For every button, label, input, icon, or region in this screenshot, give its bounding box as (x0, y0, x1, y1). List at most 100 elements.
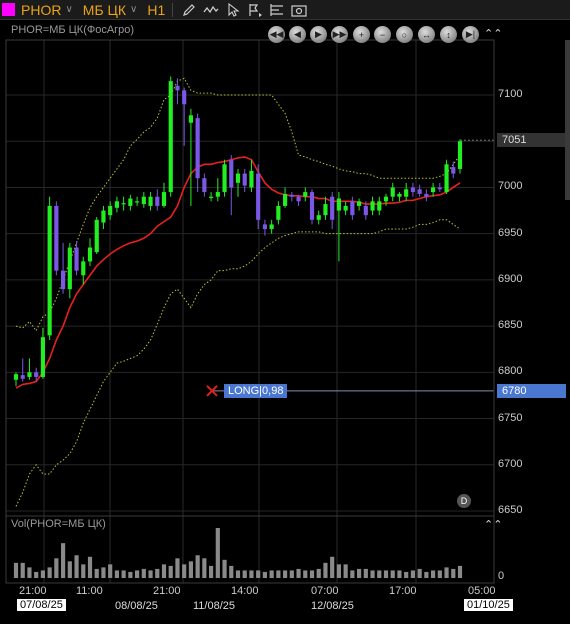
zoom-fit-icon[interactable]: ○ (396, 26, 413, 43)
candle-body (101, 210, 106, 223)
candle-body (343, 205, 348, 211)
candle-body (209, 196, 214, 198)
candle-body (269, 224, 274, 230)
compress-icon[interactable]: ↔ (418, 26, 435, 43)
timeframe-badge[interactable]: D (457, 494, 471, 508)
zoom-out-icon[interactable]: − (374, 26, 391, 43)
collapse-main-icon[interactable]: ⌃⌃ (484, 28, 503, 40)
jump-end-icon[interactable]: ▶| (462, 26, 479, 43)
volume-bar (323, 562, 328, 578)
volume-bar (390, 570, 395, 578)
candle-body (229, 159, 234, 188)
x-date-label: 08/08/25 (115, 600, 158, 612)
volume-bar (229, 565, 234, 578)
candle-body (168, 81, 173, 193)
candle-body (235, 173, 241, 183)
scroll-left-icon[interactable]: ◀ (289, 26, 306, 43)
candle-body (81, 261, 86, 276)
price-chart[interactable] (0, 19, 570, 624)
volume-bar (168, 565, 173, 578)
volume-bar (383, 570, 389, 578)
candle-body (309, 192, 315, 220)
volume-title: Vol(PHOR=МБ ЦК) (11, 518, 106, 530)
x-time-label: 14:00 (231, 585, 259, 597)
close-position-icon (206, 385, 218, 397)
candle-body (289, 194, 294, 197)
volume-bar (202, 558, 207, 578)
volume-bar (141, 568, 146, 578)
market-selector[interactable]: МБ ЦК ∨ (83, 2, 144, 18)
candle-body (20, 375, 25, 379)
camera-icon[interactable] (290, 2, 308, 18)
candle-body (135, 201, 140, 203)
arrow-flag-icon[interactable] (246, 2, 264, 18)
expand-icon[interactable]: ↕ (440, 26, 457, 43)
y-tick-label: 7100 (498, 88, 523, 100)
volume-bar (410, 570, 415, 578)
market-label: МБ ЦК (82, 1, 127, 18)
volume-bar (148, 570, 153, 578)
chart-grid (6, 40, 495, 583)
volume-bar (209, 565, 214, 578)
candle-body (397, 193, 402, 197)
candle-body (128, 198, 133, 206)
volume-panel-border (5, 515, 495, 584)
vertical-scrollbar[interactable] (565, 40, 570, 200)
symbol-color-swatch[interactable] (2, 3, 15, 16)
y-tick-label: 6800 (498, 365, 523, 378)
volume-bar (20, 562, 25, 578)
toolbar: PHOR ∨ МБ ЦК ∨ H1 (0, 0, 570, 20)
candle-body (222, 164, 227, 193)
volume-bar (54, 558, 59, 578)
candle-body (350, 201, 355, 216)
wave-icon[interactable] (202, 2, 220, 18)
candle-body (383, 196, 389, 202)
candle-body (61, 270, 66, 290)
scroll-right-icon[interactable]: ▶ (310, 26, 327, 43)
candle-body (13, 374, 19, 380)
candle-body (437, 187, 442, 190)
volume-bar (303, 570, 308, 578)
pencil-icon[interactable] (180, 2, 198, 18)
candle-body (256, 173, 261, 220)
scroll-end-icon[interactable]: ▶▶ (331, 26, 348, 43)
zoom-in-icon[interactable]: + (353, 26, 370, 43)
volume-bar (74, 555, 79, 578)
volume-bar (94, 568, 99, 578)
candle-body (34, 372, 39, 377)
y-tick-label: 6700 (498, 457, 523, 470)
candle-body (404, 189, 409, 197)
volume-bar (13, 562, 19, 578)
timeframe-selector[interactable]: H1 (147, 2, 165, 18)
volume-bar (283, 570, 288, 578)
x-time-label: 05:00 (468, 585, 496, 597)
levels-icon[interactable] (268, 2, 286, 18)
candle-body (377, 201, 382, 211)
candle-body (27, 372, 32, 377)
volume-bar (457, 565, 463, 578)
x-date-label-start: 07/08/25 (17, 599, 66, 611)
chart-frame (5, 39, 495, 584)
candle-body (242, 173, 247, 186)
cursor-icon[interactable] (224, 2, 242, 18)
symbol-selector[interactable]: PHOR ∨ (21, 2, 79, 18)
volume-bar (108, 564, 113, 578)
volume-bar (27, 567, 32, 578)
candle-body (390, 187, 395, 197)
x-time-label: 17:00 (389, 585, 417, 597)
volume-bar (195, 555, 200, 578)
candle-body (444, 164, 449, 193)
volume-bar (81, 564, 86, 578)
volume-bar (309, 570, 315, 578)
candle-body (155, 196, 160, 206)
collapse-volume-icon[interactable]: ⌃⌃ (484, 519, 503, 531)
volume-bar (377, 570, 382, 578)
position-label[interactable]: LONG|0,98 (224, 384, 288, 398)
x-time-label: 21:00 (19, 585, 47, 597)
volume-bar (451, 568, 456, 578)
candle-body (316, 215, 321, 220)
candle-body (457, 141, 463, 169)
volume-bar (289, 570, 294, 578)
scroll-start-icon[interactable]: ◀◀ (268, 26, 285, 43)
x-date-label: 12/08/25 (311, 600, 354, 612)
